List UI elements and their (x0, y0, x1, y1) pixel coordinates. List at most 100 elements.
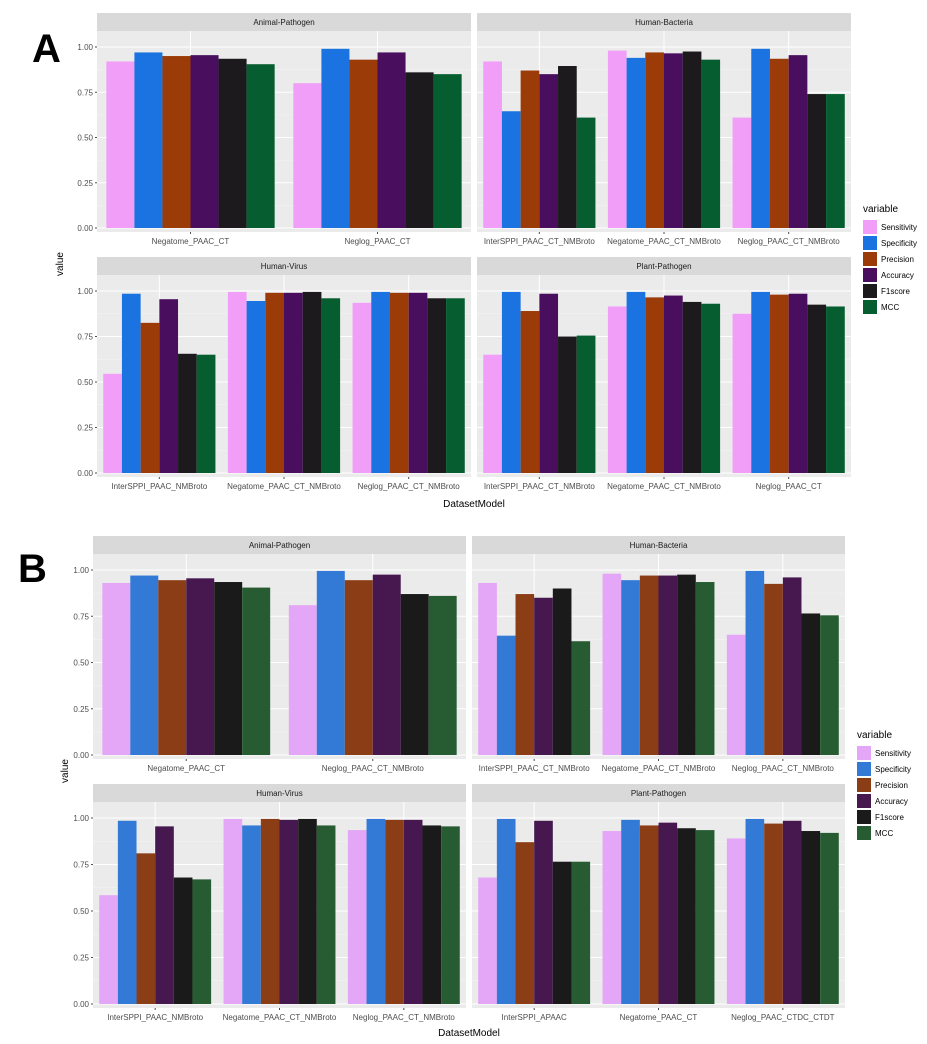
legend-label: Precision (875, 781, 908, 790)
legend-label: Sensitivity (881, 223, 917, 232)
bar-accuracy (403, 819, 423, 1004)
bar-specificity (745, 818, 765, 1004)
bar-precision (136, 853, 156, 1004)
bar-precision (515, 842, 535, 1004)
bar-f1score (214, 582, 243, 755)
facet-strip (477, 257, 851, 275)
bar-f1score (302, 291, 322, 473)
legend-swatch (863, 220, 877, 234)
y-tick-label: 0.25 (73, 954, 89, 963)
legend-label: F1score (881, 287, 910, 296)
bar-f1score (552, 861, 572, 1004)
bar-precision (260, 818, 280, 1004)
facet-title: Human-Bacteria (635, 18, 693, 27)
x-tick-label: InterSPPI_PAAC_CT_NMBroto (484, 237, 596, 246)
bar-precision (769, 294, 789, 473)
panel-a: A Animal-Pathogen 0.00 0.25 0.50 0.75 1.00 Nega… (32, 13, 917, 510)
bar-sensitivity (732, 313, 752, 473)
bar-accuracy (534, 597, 553, 755)
facet-title: Human-Virus (261, 262, 308, 271)
bar-specificity (117, 820, 137, 1004)
x-tick-label: Negatome_PAAC_CT (152, 237, 230, 246)
bar-precision (515, 594, 535, 755)
x-tick-label: InterSPPI_PAAC_CT_NMBroto (484, 482, 596, 491)
bar-mcc (695, 830, 715, 1004)
facet-human-bacteria: Human-Bacteria InterSPPI_PAAC_CT_NMBroto N… (477, 13, 851, 246)
bar-sensitivity (102, 582, 131, 755)
y-tick-label: 0.00 (77, 224, 93, 233)
x-tick-label: Neglog_PAAC_CT_NMBroto (358, 482, 461, 491)
x-tick-label: Negatome_PAAC_CT_NMBroto (223, 1013, 337, 1022)
facet-strip (477, 13, 851, 31)
bar-mcc (428, 595, 457, 755)
bar-specificity (321, 48, 350, 229)
bar-specificity (501, 291, 521, 473)
bar-accuracy (377, 52, 406, 229)
bar-mcc (196, 354, 216, 473)
bar-accuracy (534, 820, 553, 1004)
legend-swatch (863, 284, 877, 298)
y-tick-label: 0.50 (77, 378, 93, 387)
legend-swatch (863, 300, 877, 314)
bar-precision (645, 297, 664, 473)
bar-specificity (366, 818, 386, 1004)
facet-title: Human-Bacteria (630, 541, 688, 550)
panel-label: B (18, 547, 47, 591)
bar-mcc (701, 303, 721, 473)
panel-label: A (32, 27, 61, 71)
y-tick-label: 1.00 (73, 814, 89, 823)
bar-accuracy (284, 292, 303, 473)
bar-specificity (626, 57, 646, 228)
bar-sensitivity (726, 838, 746, 1004)
bar-precision (769, 58, 789, 228)
bar-f1score (677, 828, 696, 1004)
bar-mcc (316, 825, 336, 1004)
bar-sensitivity (99, 895, 118, 1004)
facet-strip (97, 257, 471, 275)
bar-specificity (371, 291, 390, 473)
bar-mcc (571, 641, 591, 755)
legend-title: variable (863, 204, 898, 215)
x-tick-label: Neglog_PAAC_CT_NMBroto (732, 764, 835, 773)
bar-mcc (192, 879, 212, 1004)
bar-accuracy (372, 574, 401, 755)
bar-mcc (321, 298, 341, 473)
legend-label: Accuracy (881, 271, 914, 280)
bar-sensitivity (602, 831, 622, 1004)
y-tick-label: 0.75 (77, 88, 93, 97)
bar-precision (265, 292, 284, 473)
bar-specificity (316, 570, 345, 755)
bar-accuracy (664, 295, 683, 473)
legend-swatch (857, 778, 871, 792)
bar-accuracy (155, 826, 174, 1004)
bar-precision (520, 70, 540, 228)
x-axis-title: DatasetModel (438, 1028, 500, 1039)
bar-sensitivity (288, 605, 317, 755)
x-tick-label: Negatome_PAAC_CT_NMBroto (607, 237, 721, 246)
bar-specificity (134, 52, 163, 229)
y-tick-label: 0.50 (73, 659, 89, 668)
bar-sensitivity (293, 83, 322, 228)
y-tick-label: 0.75 (77, 333, 93, 342)
bar-sensitivity (602, 573, 622, 755)
bar-f1score (558, 336, 577, 473)
bar-f1score (552, 588, 572, 755)
bar-f1score (801, 613, 821, 755)
bar-accuracy (788, 293, 808, 473)
bar-f1score (400, 594, 429, 755)
legend-label: F1score (875, 813, 904, 822)
bar-accuracy (658, 822, 678, 1004)
legend-swatch (863, 252, 877, 266)
bar-mcc (701, 59, 721, 228)
bar-mcc (576, 117, 596, 228)
bar-f1score (807, 94, 827, 228)
bar-precision (140, 322, 160, 473)
bar-f1score (298, 818, 317, 1004)
x-tick-label: Neglog_PAAC_CT_NMBroto (738, 237, 841, 246)
facet-strip (472, 536, 845, 554)
facet-plant-pathogen: Plant-Pathogen InterSPPI_APAAC Negatome_PA… (472, 784, 845, 1022)
x-tick-label: Negatome_PAAC_CT (147, 764, 225, 773)
x-tick-label: InterSPPI_PAAC_CT_NMBroto (479, 764, 591, 773)
y-tick-label: 0.50 (73, 907, 89, 916)
